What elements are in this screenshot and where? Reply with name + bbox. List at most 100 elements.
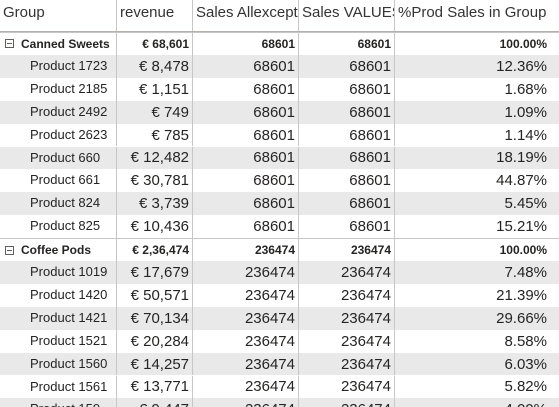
prod-sales-pct-cell: 1.68% (504, 80, 547, 98)
group-label: Coffee Pods (21, 243, 92, 258)
revenue-cell: € 30,781 (117, 169, 193, 193)
product-row[interactable]: Product 1019 € 17,679 236474 236474 7.48% (0, 261, 559, 284)
sales-allexcept-cell: 68601 (193, 77, 299, 101)
group-cell: Product 2492 (0, 100, 117, 124)
group-cell: Product 1421 (0, 306, 117, 330)
sales-values-cell: 68601 (299, 146, 395, 170)
sales-allexcept-cell: 68601 (193, 54, 299, 78)
revenue-cell: € 8,478 (117, 54, 193, 78)
sales-allexcept-cell: 68601 (193, 169, 299, 193)
prod-sales-pct-cell: 21.39% (496, 286, 547, 304)
prod-sales-pct-cell: 7.48% (504, 263, 547, 281)
group-cell: Product 661 (0, 169, 117, 193)
product-row[interactable]: Product 824 € 3,739 68601 68601 5.45% (0, 192, 559, 216)
prod-sales-pct-cell: 1.09% (504, 103, 547, 121)
product-row[interactable]: Product 2623 € 785 68601 68601 1.14% (0, 123, 559, 147)
product-row[interactable]: Product 1560 € 14,257 236474 236474 6.03% (0, 352, 559, 376)
prod-sales-pct-cell: 44.87% (496, 172, 547, 190)
revenue-cell: € 3,739 (117, 192, 193, 216)
product-row[interactable]: Product 660 € 12,482 68601 68601 18.19% (0, 146, 559, 170)
prod-sales-pct-cell: 5.45% (504, 195, 547, 213)
group-cell: Product 2623 (0, 123, 117, 147)
product-row[interactable]: Product 661 € 30,781 68601 68601 44.87% (0, 169, 559, 193)
revenue-cell: € 68,601 (117, 33, 193, 55)
sales-allexcept-cell: 68601 (193, 215, 299, 239)
sales-allexcept-cell: 236474 (193, 329, 299, 353)
prod-sales-pct-cell: 100.00% (499, 243, 547, 258)
matrix-header-row: Group revenue Sales Allexcept Sales VALU… (0, 0, 559, 32)
sales-allexcept-cell: 236474 (193, 306, 299, 330)
column-header-prod-sales-pct[interactable]: %Prod Sales in Group (398, 4, 547, 21)
group-label: Canned Sweets (21, 36, 110, 51)
revenue-cell: € 20,284 (117, 329, 193, 353)
group-cell: Product 159 (0, 398, 117, 407)
product-row[interactable]: Product 1421 € 70,134 236474 236474 29.66% (0, 306, 559, 330)
group-cell: Product 1723 (0, 54, 117, 78)
product-row[interactable]: Product 1420 € 50,571 236474 236474 21.39% (0, 283, 559, 307)
sales-values-cell: 68601 (299, 123, 395, 147)
sales-values-cell: 236474 (299, 375, 395, 399)
revenue-cell: € 50,571 (117, 283, 193, 307)
sales-values-cell: 68601 (299, 215, 395, 239)
revenue-cell: € 9,447 (117, 398, 193, 407)
sales-values-cell: 68601 (299, 77, 395, 101)
product-row[interactable]: Product 2185 € 1,151 68601 68601 1.68% (0, 77, 559, 101)
sales-values-cell: 236474 (299, 261, 395, 284)
revenue-cell: € 12,482 (117, 146, 193, 170)
group-cell: Product 1420 (0, 283, 117, 307)
sales-values-cell: 236474 (299, 352, 395, 376)
column-header-sales-values[interactable]: Sales VALUES (299, 0, 395, 31)
product-row[interactable]: Product 1521 € 20,284 236474 236474 8.58% (0, 329, 559, 353)
group-cell: Product 1019 (0, 261, 117, 284)
group-cell: Product 2185 (0, 77, 117, 101)
sales-allexcept-cell: 68601 (193, 33, 299, 55)
prod-sales-pct-cell: 29.66% (496, 309, 547, 327)
group-cell: Product 825 (0, 215, 117, 239)
group-cell: Product 1561 (0, 375, 117, 399)
sales-allexcept-cell: 236474 (193, 239, 299, 261)
sales-allexcept-cell: 68601 (193, 146, 299, 170)
sales-allexcept-cell: 236474 (193, 398, 299, 407)
group-row[interactable]: Coffee Pods € 2,36,474 236474 236474 100.00% (0, 238, 559, 261)
sales-values-cell: 68601 (299, 54, 395, 78)
sales-values-cell: 236474 (299, 306, 395, 330)
prod-sales-pct-cell: 4.00% (395, 398, 550, 407)
product-row[interactable]: Product 1561 € 13,771 236474 236474 5.82% (0, 375, 559, 399)
prod-sales-pct-cell: 5.82% (504, 378, 547, 396)
prod-sales-pct-cell: 18.19% (496, 149, 547, 167)
column-header-sales-allexcept[interactable]: Sales Allexcept (193, 0, 299, 31)
product-row[interactable]: Product 2492 € 749 68601 68601 1.09% (0, 100, 559, 124)
prod-sales-pct-cell: 1.14% (504, 126, 547, 144)
sales-values-cell: 236474 (299, 329, 395, 353)
column-header-group[interactable]: Group (0, 0, 117, 31)
revenue-cell: € 785 (117, 123, 193, 147)
sales-allexcept-cell: 68601 (193, 192, 299, 216)
revenue-cell: € 10,436 (117, 215, 193, 239)
sales-values-cell: 236474 (299, 283, 395, 307)
sales-values-cell: 68601 (299, 192, 395, 216)
group-cell: Product 1560 (0, 352, 117, 376)
collapse-icon[interactable] (5, 39, 14, 49)
sales-allexcept-cell: 236474 (193, 283, 299, 307)
product-row[interactable]: Product 825 € 10,436 68601 68601 15.21% (0, 215, 559, 239)
sales-allexcept-cell: 236474 (193, 375, 299, 399)
sales-values-cell: 236474 (299, 239, 395, 261)
group-cell: Canned Sweets (0, 33, 117, 55)
revenue-cell: € 70,134 (117, 306, 193, 330)
sales-values-cell: 68601 (299, 33, 395, 55)
product-row[interactable]: Product 159€ 9,4472364742364744.00% (0, 398, 559, 407)
column-header-revenue[interactable]: revenue (117, 0, 193, 31)
revenue-cell: € 2,36,474 (117, 239, 193, 261)
product-row[interactable]: Product 1723 € 8,478 68601 68601 12.36% (0, 54, 559, 78)
group-cell: Product 1521 (0, 329, 117, 353)
sales-values-cell: 68601 (299, 169, 395, 193)
sales-allexcept-cell: 68601 (193, 123, 299, 147)
sales-allexcept-cell: 236474 (193, 261, 299, 284)
collapse-icon[interactable] (5, 245, 14, 255)
sales-values-cell: 236474 (299, 398, 395, 407)
group-cell: Product 660 (0, 146, 117, 170)
prod-sales-pct-cell: 15.21% (496, 218, 547, 236)
group-row[interactable]: Canned Sweets € 68,601 68601 68601 100.00% (0, 32, 559, 55)
revenue-cell: € 17,679 (117, 261, 193, 284)
